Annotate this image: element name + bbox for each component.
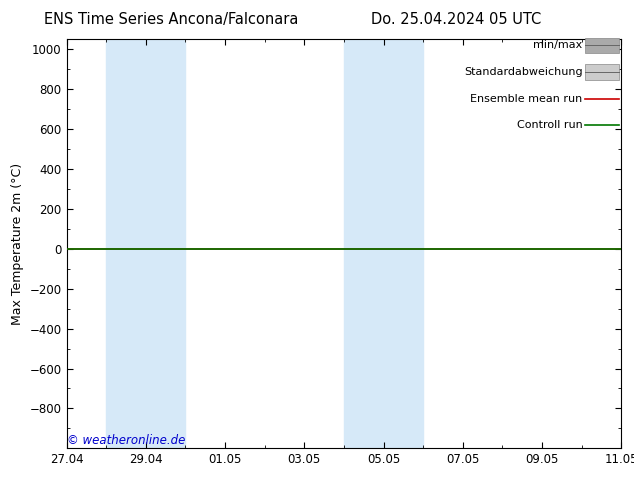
Text: ENS Time Series Ancona/Falconara: ENS Time Series Ancona/Falconara [44, 12, 299, 27]
Text: Ensemble mean run: Ensemble mean run [470, 94, 583, 103]
Y-axis label: Max Temperature 2m (°C): Max Temperature 2m (°C) [11, 163, 24, 325]
Text: Controll run: Controll run [517, 120, 583, 130]
Bar [585, 64, 619, 80]
Bar [344, 39, 424, 448]
Bar [585, 38, 619, 53]
Text: min/max: min/max [533, 40, 583, 50]
Text: © weatheronline.de: © weatheronline.de [67, 434, 185, 447]
Bar [106, 39, 185, 448]
Text: Do. 25.04.2024 05 UTC: Do. 25.04.2024 05 UTC [372, 12, 541, 27]
Text: Standardabweichung: Standardabweichung [464, 67, 583, 77]
